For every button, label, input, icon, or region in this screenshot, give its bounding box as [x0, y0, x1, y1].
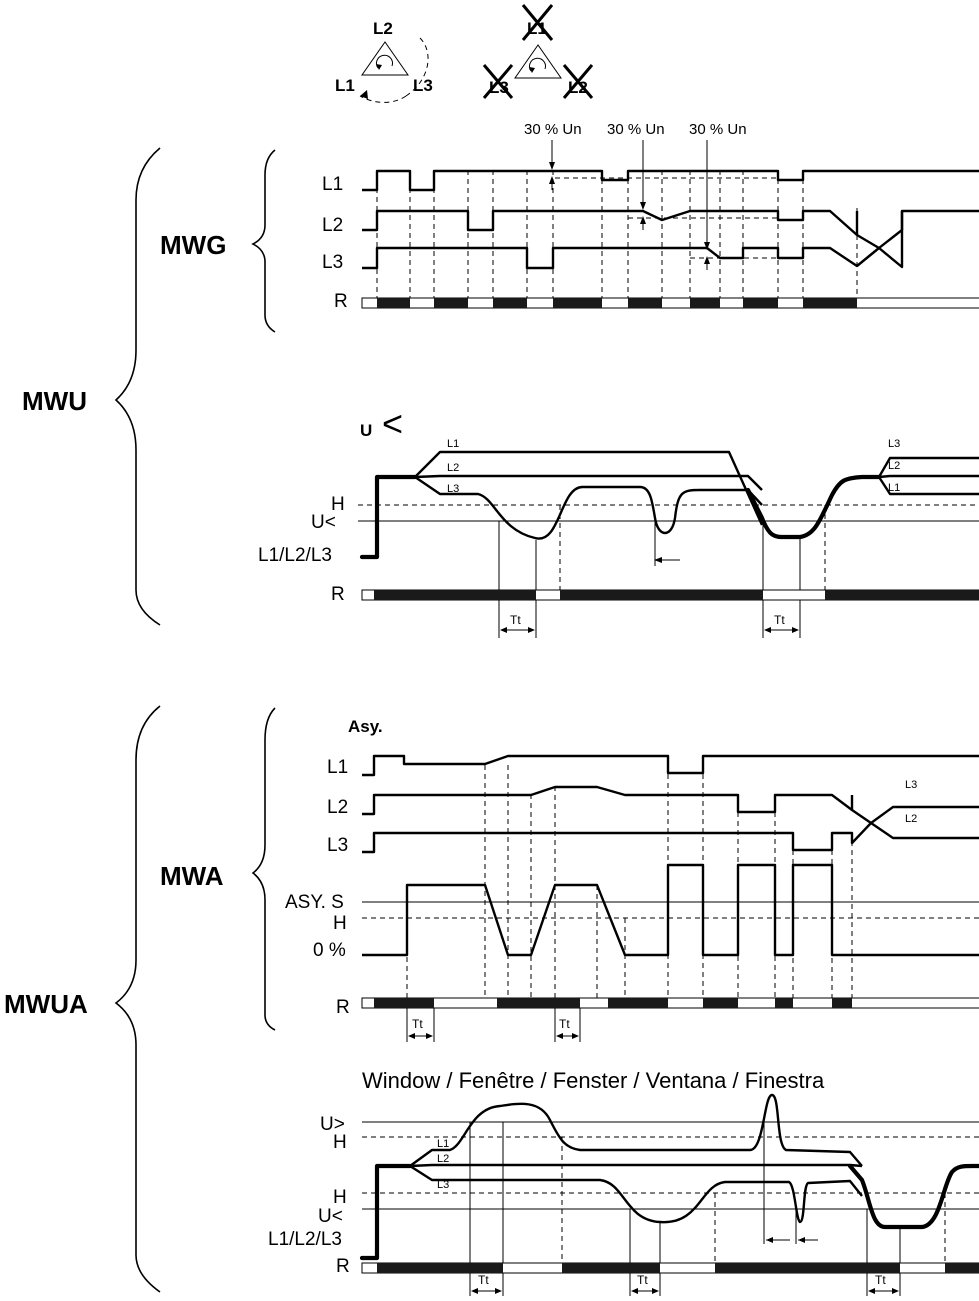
mwg-signal-l2 — [362, 209, 979, 269]
label-mwg: MWG — [160, 230, 226, 260]
win-label-u-gt: U> — [320, 1114, 345, 1135]
win-label-l123: L1/L2/L3 — [268, 1229, 342, 1250]
win-label-r: R — [336, 1256, 350, 1277]
crossed-phase-triangle-icon: L1 L3 L2 — [482, 4, 594, 99]
mwg-label-l3: L3 — [322, 252, 343, 273]
label-mwa: MWA — [160, 861, 224, 891]
win-series-l1: L1 — [437, 1138, 449, 1150]
asy-label-zero: 0 % — [313, 940, 346, 961]
window-section: Window / Fenêtre / Fenster / Ventana / F… — [268, 1068, 979, 1296]
threshold-label-1: 30 % Un — [524, 121, 582, 138]
win-label-h-upper: H — [333, 1132, 347, 1153]
threshold-label-3: 30 % Un — [689, 121, 747, 138]
asy-title: Asy. — [348, 717, 383, 736]
asy-series-l3-right: L3 — [905, 779, 917, 791]
asy-label-r: R — [336, 997, 350, 1018]
brace-mwg — [251, 149, 276, 333]
win-common-thick — [847, 1163, 979, 1230]
mwg-label-l2: L2 — [322, 215, 343, 236]
uv-tt-2: Tt — [774, 613, 785, 627]
uv-common-thick — [745, 474, 882, 540]
asymmetry-section: Asy. L1 L2 L3 ASY. S H 0 % R L3 L2 — [285, 717, 979, 1042]
win-supply-thick — [359, 1163, 413, 1261]
uv-series-l3-right: L3 — [888, 438, 900, 450]
uv-series-l2: L2 — [447, 462, 459, 474]
window-title: Window / Fenêtre / Fenster / Ventana / F… — [362, 1068, 825, 1093]
uv-title-symbol: < — [382, 403, 403, 444]
uv-label-l123: L1/L2/L3 — [258, 545, 332, 566]
mwg-section: L1 L2 L3 R 30 % Un 30 % Un 30 % Un — [322, 121, 979, 312]
mwg-signal-l3 — [362, 211, 904, 270]
uv-series-l3: L3 — [447, 483, 459, 495]
asy-signal-l2 — [362, 785, 979, 840]
lost-phase-label-l3: L3 — [489, 78, 509, 97]
triangle-label-l2: L2 — [373, 19, 393, 38]
triangle-label-l3: L3 — [413, 76, 433, 95]
win-series-l2: L2 — [437, 1153, 449, 1165]
asy-label-l2: L2 — [327, 797, 348, 818]
lost-phase-label-l2: L2 — [568, 78, 588, 97]
threshold-label-2: 30 % Un — [607, 121, 665, 138]
lost-phase-label-l1: L1 — [527, 19, 547, 38]
win-label-h-lower: H — [333, 1187, 347, 1208]
mwg-signal-l1 — [362, 169, 979, 192]
uv-series-l1-right: L1 — [888, 482, 900, 494]
uv-label-u-lt: U< — [311, 512, 336, 533]
asy-signal-l1 — [362, 754, 979, 777]
triangle-label-l1: L1 — [335, 76, 355, 95]
brace-mwua — [114, 705, 161, 1293]
uv-label-h: H — [331, 494, 345, 515]
asy-label-h: H — [333, 913, 347, 934]
asy-tt-2: Tt — [559, 1017, 570, 1031]
win-tt-1: Tt — [478, 1273, 489, 1287]
win-tt-2: Tt — [637, 1273, 648, 1287]
mwg-label-r: R — [334, 291, 348, 312]
asy-label-l3: L3 — [327, 835, 348, 856]
uv-title: U — [360, 421, 372, 440]
win-label-u-lt: U< — [318, 1206, 343, 1227]
mwg-label-l1: L1 — [322, 174, 343, 195]
uv-series-l1: L1 — [447, 438, 459, 450]
uv-series-l2-right: L2 — [888, 460, 900, 472]
under-voltage-section: U < H U< L1/L2/L3 R L1 L2 L3 L3 L2 L1 — [258, 403, 979, 638]
brace-mwa — [251, 707, 276, 1031]
asy-signal-l3 — [362, 805, 979, 854]
uv-supply-thick — [359, 474, 418, 560]
win-series-l3: L3 — [437, 1179, 449, 1191]
asy-tt-1: Tt — [412, 1017, 423, 1031]
win-tt-3: Tt — [875, 1273, 886, 1287]
brace-mwu — [114, 147, 161, 626]
asy-label-l1: L1 — [327, 757, 348, 778]
asy-label-asy-s: ASY. S — [285, 892, 344, 913]
uv-tt-1: Tt — [510, 613, 521, 627]
phase-rotation-triangle-icon: L2 L1 L3 — [335, 19, 433, 103]
asy-series-l2-right: L2 — [905, 813, 917, 825]
label-mwu: MWU — [22, 386, 87, 416]
label-mwua: MWUA — [4, 989, 88, 1019]
uv-label-r: R — [331, 584, 345, 605]
asy-signal-asymmetry — [362, 863, 979, 957]
